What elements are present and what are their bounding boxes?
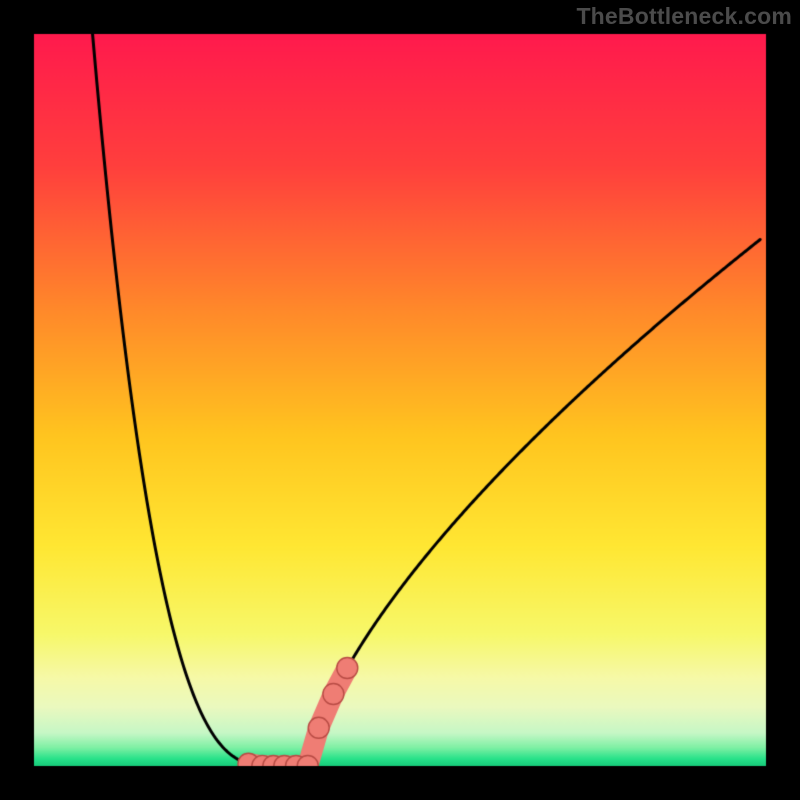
bottleneck-chart: TheBottleneck.com (0, 0, 800, 800)
chart-canvas (0, 0, 800, 800)
